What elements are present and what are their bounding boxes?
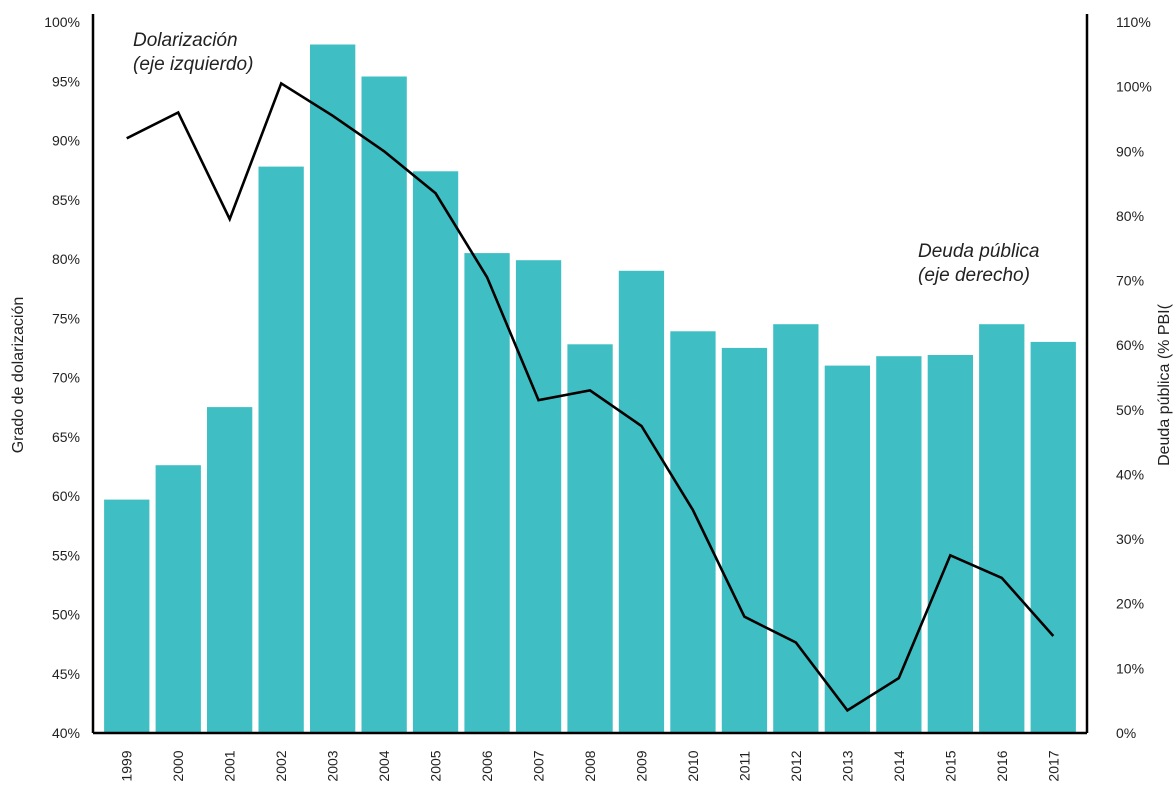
left-tick-100: 100% xyxy=(44,14,80,30)
right-tick-30: 30% xyxy=(1116,531,1144,547)
bar-2016 xyxy=(979,324,1025,733)
bar-2008 xyxy=(567,344,613,733)
left-tick-60: 60% xyxy=(52,488,80,504)
right-tick-50: 50% xyxy=(1116,402,1144,418)
x-tick-1999: 1999 xyxy=(119,750,135,781)
bar-2015 xyxy=(927,355,973,733)
left-axis-title: Grado de dolarización xyxy=(10,297,27,454)
left-tick-55: 55% xyxy=(52,547,80,563)
bar-2011 xyxy=(721,347,768,733)
bar-2001 xyxy=(207,407,253,733)
bar-2014 xyxy=(876,356,922,733)
left-tick-65: 65% xyxy=(52,429,80,445)
x-tick-2002: 2002 xyxy=(273,750,289,781)
right-axis-title: Deuda pública (% PBI( xyxy=(1156,303,1173,466)
bar-2005 xyxy=(412,171,459,734)
annotation-public-debt-line1: Deuda pública xyxy=(918,241,1039,262)
x-tick-2013: 2013 xyxy=(839,750,855,781)
left-tick-85: 85% xyxy=(52,192,80,208)
left-tick-40: 40% xyxy=(52,725,80,741)
axes xyxy=(91,14,1089,735)
x-tick-labels: 1999 2000 2001 2002 2003 2004 2005 2006 2007 2008… xyxy=(119,750,1062,781)
bar-2010 xyxy=(670,331,716,733)
annotation-public-debt: Deuda pública (eje derecho) xyxy=(918,241,1045,286)
x-tick-2014: 2014 xyxy=(891,750,907,781)
right-tick-labels: 0% 10% 20% 30% 40% 50% 60% 70% 80% 90% 100% 110% xyxy=(1116,14,1152,741)
x-tick-2006: 2006 xyxy=(479,750,495,781)
bar-2009 xyxy=(618,270,665,733)
x-tick-2012: 2012 xyxy=(788,750,804,781)
bar-2012 xyxy=(773,324,819,733)
bar-2002 xyxy=(258,166,304,734)
left-tick-80: 80% xyxy=(52,251,80,267)
annotation-dollarization: Dolarización (eje izquierdo) xyxy=(133,30,253,75)
left-tick-70: 70% xyxy=(52,370,80,386)
bar-2007 xyxy=(515,260,562,733)
x-tick-2017: 2017 xyxy=(1045,750,1061,781)
right-tick-60: 60% xyxy=(1116,337,1144,353)
x-tick-2007: 2007 xyxy=(531,750,547,781)
x-tick-2003: 2003 xyxy=(325,750,341,781)
right-tick-100: 100% xyxy=(1116,79,1152,95)
left-tick-50: 50% xyxy=(52,607,80,623)
right-tick-70: 70% xyxy=(1116,273,1144,289)
bar-2000 xyxy=(155,465,201,733)
x-tick-2005: 2005 xyxy=(428,750,444,781)
x-tick-2015: 2015 xyxy=(942,750,958,781)
x-tick-2011: 2011 xyxy=(736,751,752,781)
bar-series xyxy=(104,44,1076,734)
public-debt-line xyxy=(126,81,1055,713)
right-tick-80: 80% xyxy=(1116,208,1144,224)
bar-2013 xyxy=(824,365,870,733)
line-series xyxy=(126,81,1055,713)
x-tick-2004: 2004 xyxy=(376,750,392,781)
right-tick-10: 10% xyxy=(1116,660,1144,676)
x-tick-2000: 2000 xyxy=(170,750,186,781)
left-tick-95: 95% xyxy=(52,73,80,89)
x-tick-2010: 2010 xyxy=(685,750,701,781)
x-tick-2001: 2001 xyxy=(222,750,238,781)
x-tick-2008: 2008 xyxy=(582,750,598,781)
bar-2017 xyxy=(1030,341,1076,733)
bar-2003 xyxy=(310,44,356,733)
x-tick-2009: 2009 xyxy=(634,750,650,781)
annotation-public-debt-line2: (eje derecho) xyxy=(918,265,1030,286)
annotation-dollarization-line2: (eje izquierdo) xyxy=(133,54,253,75)
left-tick-90: 90% xyxy=(52,133,80,149)
bar-2006 xyxy=(464,253,510,733)
right-tick-110: 110% xyxy=(1116,14,1151,30)
annotation-dollarization-line1: Dolarización xyxy=(133,30,238,51)
x-tick-2016: 2016 xyxy=(994,750,1010,781)
left-tick-45: 45% xyxy=(52,666,80,682)
bar-1999 xyxy=(104,499,150,733)
left-tick-labels: 40% 45% 50% 55% 60% 65% 70% 75% 80% 85% 90% 95% 100% xyxy=(44,14,80,741)
right-tick-20: 20% xyxy=(1116,596,1144,612)
right-tick-40: 40% xyxy=(1116,467,1144,483)
right-tick-90: 90% xyxy=(1116,143,1144,159)
left-tick-75: 75% xyxy=(52,310,80,326)
right-tick-0: 0% xyxy=(1116,725,1136,741)
bar-2004 xyxy=(361,76,407,733)
